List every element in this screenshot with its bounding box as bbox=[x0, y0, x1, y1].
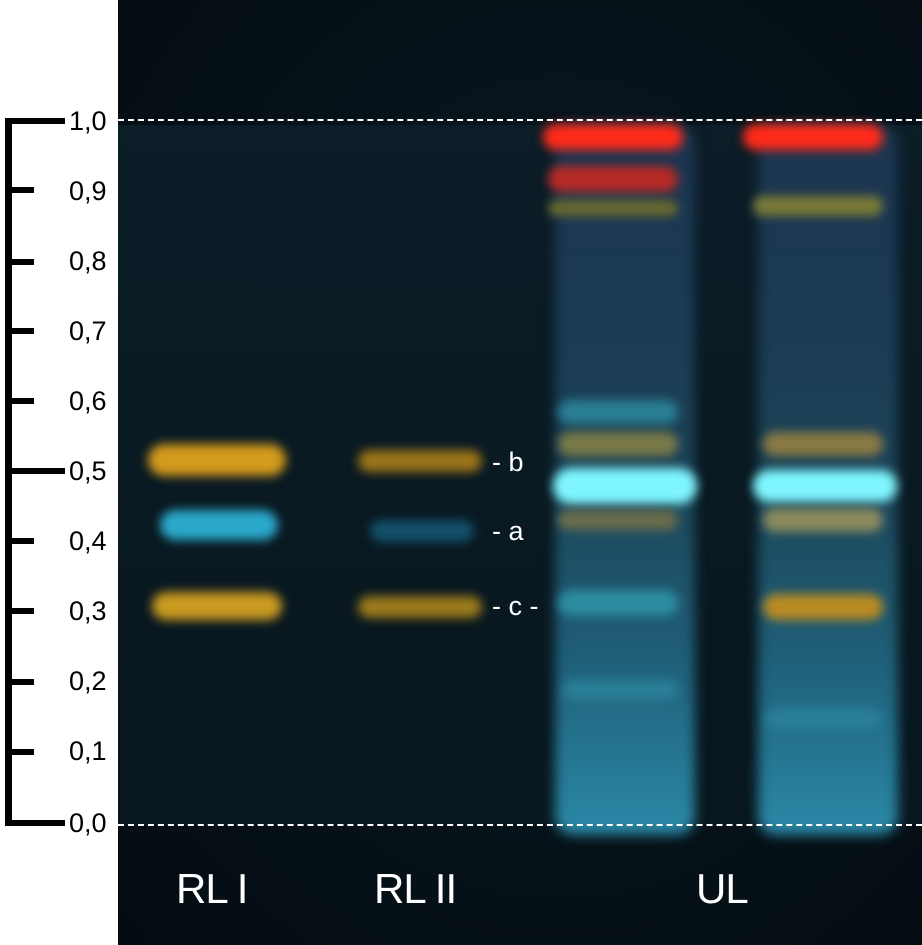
lane-label-ul: UL bbox=[696, 865, 749, 912]
band-label-c: - c - bbox=[492, 591, 539, 621]
rf-label-0-7: 0,7 bbox=[69, 316, 107, 346]
ul1-teal-band-2 bbox=[558, 590, 678, 616]
ul1-teal-band-1 bbox=[558, 400, 678, 424]
rl2-band-c bbox=[358, 596, 482, 618]
lane-label-rl1: RL I bbox=[176, 865, 248, 912]
rf-tick bbox=[12, 538, 34, 544]
ul2-cyan-main bbox=[753, 470, 897, 502]
ul1-tan-band bbox=[558, 510, 678, 530]
rf-scale-mid-cap bbox=[5, 468, 65, 474]
band-label-b: - b bbox=[492, 447, 524, 477]
rf-label-0-8: 0,8 bbox=[69, 246, 107, 276]
ul1-teal-band-3 bbox=[563, 680, 678, 700]
ul1-red-band-2 bbox=[548, 166, 678, 192]
rf-tick bbox=[12, 259, 34, 265]
solvent-front-line bbox=[118, 119, 922, 121]
rl2-band-a bbox=[370, 520, 474, 542]
start-line bbox=[118, 824, 922, 826]
ul1-yellow-band bbox=[558, 432, 678, 456]
ul1-cyan-main bbox=[553, 468, 697, 504]
rl1-band-b bbox=[148, 444, 286, 476]
ul2-yellow-band-2 bbox=[763, 594, 883, 620]
rf-label-0-9: 0,9 bbox=[69, 176, 107, 206]
rf-label-1-0: 1,0 bbox=[69, 106, 107, 136]
rl1-band-a bbox=[160, 510, 278, 540]
rf-label-0-0: 0,0 bbox=[69, 808, 107, 838]
rf-label-0-6: 0,6 bbox=[69, 386, 107, 416]
rf-tick bbox=[12, 328, 34, 334]
ul2-yellow-band-1 bbox=[763, 432, 883, 456]
rf-tick bbox=[12, 608, 34, 614]
rf-label-0-1: 0,1 bbox=[69, 736, 107, 766]
rf-label-0-2: 0,2 bbox=[69, 666, 107, 696]
tlc-plate: RL I RL II UL - b - a - c - bbox=[118, 0, 922, 945]
rf-scale-top-cap bbox=[5, 118, 65, 124]
rf-tick bbox=[12, 187, 34, 193]
band-label-a: - a bbox=[492, 516, 524, 546]
ul1-olive-band bbox=[548, 200, 678, 216]
lane-label-rl2: RL II bbox=[374, 865, 457, 912]
rf-label-0-3: 0,3 bbox=[69, 596, 107, 626]
rf-scale-bottom-cap bbox=[5, 820, 65, 826]
ul2-olive-band bbox=[753, 196, 883, 216]
rf-tick bbox=[12, 749, 34, 755]
rl2-band-b bbox=[358, 450, 482, 472]
ul2-teal-band bbox=[766, 708, 881, 730]
rf-label-0-4: 0,4 bbox=[69, 526, 107, 556]
ul2-tan-band bbox=[763, 508, 883, 532]
rl1-band-c bbox=[152, 592, 282, 620]
rf-tick bbox=[12, 679, 34, 685]
ul2-red-band bbox=[743, 124, 883, 150]
rf-tick bbox=[12, 398, 34, 404]
rf-label-0-5: 0,5 bbox=[69, 456, 107, 486]
ul1-red-band bbox=[543, 124, 683, 150]
